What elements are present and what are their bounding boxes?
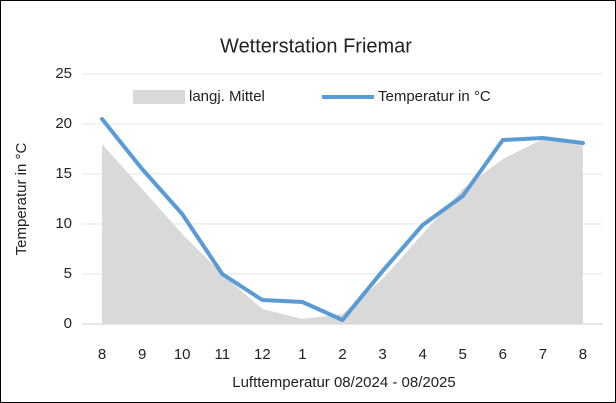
legend-swatch (133, 90, 185, 104)
x-tick-label: 6 (499, 346, 507, 363)
x-tick-label: 9 (138, 346, 146, 363)
x-tick-label: 4 (418, 346, 426, 363)
y-tick-label: 0 (64, 315, 72, 332)
x-tick-label: 10 (174, 346, 191, 363)
y-tick-label: 25 (55, 65, 72, 82)
x-tick-label: 3 (378, 346, 386, 363)
x-tick-label: 7 (539, 346, 547, 363)
legend-label: langj. Mittel (189, 88, 265, 105)
x-tick-label: 5 (459, 346, 467, 363)
x-tick-label: 2 (338, 346, 346, 363)
x-tick-label: 8 (579, 346, 587, 363)
legend-label: Temperatur in °C (378, 88, 491, 105)
y-tick-label: 5 (64, 265, 72, 282)
chart-title: Wetterstation Friemar (220, 35, 412, 57)
x-tick-label: 8 (98, 346, 106, 363)
x-tick-label: 1 (298, 346, 306, 363)
line (100, 117, 585, 322)
x-axis-title: Lufttemperatur 08/2024 - 08/2025 (232, 374, 456, 391)
area (102, 139, 583, 324)
y-tick-label: 10 (55, 215, 72, 232)
x-tick-label: 11 (214, 346, 230, 363)
y-tick-label: 20 (55, 115, 72, 132)
y-axis-title: Temperatur in °C (13, 142, 30, 255)
y-tick-label: 15 (55, 165, 72, 182)
x-tick-label: 12 (254, 346, 271, 363)
